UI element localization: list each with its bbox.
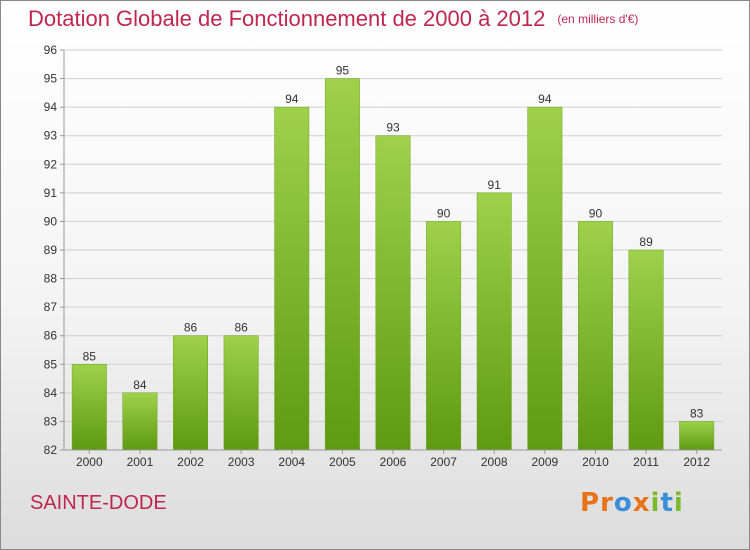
- y-tick-label: 92: [44, 157, 58, 171]
- y-tick-label: 87: [44, 300, 58, 314]
- y-tick-label: 85: [44, 357, 58, 371]
- chart-title-text: Dotation Globale de Fonctionnement de 20…: [28, 6, 546, 31]
- bar-2000: [71, 364, 107, 451]
- x-tick-label: 2011: [633, 455, 659, 469]
- bar-2004: [274, 106, 310, 451]
- y-tick-label: 88: [44, 272, 58, 286]
- bar-value-label: 85: [83, 349, 97, 363]
- bar-value-label: 93: [386, 121, 400, 135]
- bar-2009: [527, 106, 563, 451]
- logo-letter: r: [600, 488, 614, 518]
- y-tick-label: 90: [44, 214, 58, 228]
- logo-letter: i: [650, 488, 661, 518]
- bar-value-label: 95: [336, 64, 350, 78]
- bar-value-label: 91: [488, 178, 502, 192]
- proxiti-logo[interactable]: Proxiti: [580, 488, 684, 518]
- bar-2006: [375, 135, 411, 451]
- bar-value-label: 84: [133, 378, 147, 392]
- bar-value-label: 90: [437, 206, 451, 220]
- bar-2010: [578, 221, 613, 451]
- bar-2011: [628, 249, 664, 451]
- bar-2005: [324, 78, 360, 451]
- y-tick-label: 91: [44, 186, 58, 200]
- x-tick-label: 2005: [329, 455, 356, 469]
- chart-title: Dotation Globale de Fonctionnement de 20…: [28, 6, 638, 32]
- bar-2003: [223, 335, 259, 451]
- x-tick-label: 2010: [582, 455, 609, 469]
- bar-value-label: 89: [639, 235, 653, 249]
- bar-2007: [426, 221, 462, 451]
- x-tick-label: 2009: [531, 455, 558, 469]
- bar-value-label: 86: [184, 321, 198, 335]
- bars: 85 84 86 86 94 95 93 90 91 94 90 89 83: [71, 64, 715, 451]
- chart-unit: (en milliers d'€): [557, 12, 639, 26]
- bar-value-label: 83: [690, 406, 704, 420]
- bar-value-label: 94: [285, 92, 299, 106]
- logo-letter: t: [660, 488, 674, 518]
- logo-letter: o: [613, 488, 633, 518]
- y-tick-label: 95: [44, 72, 58, 86]
- bar-value-label: 94: [538, 92, 552, 106]
- x-tick-label: 2003: [228, 455, 255, 469]
- y-tick-label: 86: [44, 329, 58, 343]
- x-tick-label: 2007: [430, 455, 457, 469]
- x-tick-label: 2004: [278, 455, 305, 469]
- y-tick-label: 96: [44, 43, 58, 57]
- y-tick-label: 83: [44, 414, 58, 428]
- x-tick-label: 2008: [481, 455, 508, 469]
- y-tick-label: 89: [44, 243, 58, 257]
- logo-letter: i: [673, 488, 684, 518]
- axes: 82 83 84 85 86 87 88 89 90 91 92 93 94 95 96 2000 2001 20…: [44, 43, 722, 469]
- bar-2002: [173, 335, 208, 451]
- x-tick-label: 2006: [380, 455, 407, 469]
- x-tick-label: 2012: [683, 455, 710, 469]
- bar-2008: [476, 192, 512, 451]
- x-tick-label: 2002: [177, 455, 204, 469]
- bar-2001: [122, 392, 158, 451]
- logo-letter: x: [632, 488, 651, 518]
- logo-letter: P: [580, 488, 601, 518]
- x-tick-label: 2000: [76, 455, 103, 469]
- bar-value-label: 86: [234, 321, 248, 335]
- y-tick-label: 84: [44, 386, 58, 400]
- y-tick-label: 93: [44, 129, 58, 143]
- commune-name: SAINTE-DODE: [30, 492, 167, 514]
- bar-value-label: 90: [589, 206, 603, 220]
- bar-2012: [679, 421, 715, 451]
- y-tick-label: 82: [44, 443, 58, 457]
- y-tick-label: 94: [44, 100, 58, 114]
- x-tick-label: 2001: [127, 455, 154, 469]
